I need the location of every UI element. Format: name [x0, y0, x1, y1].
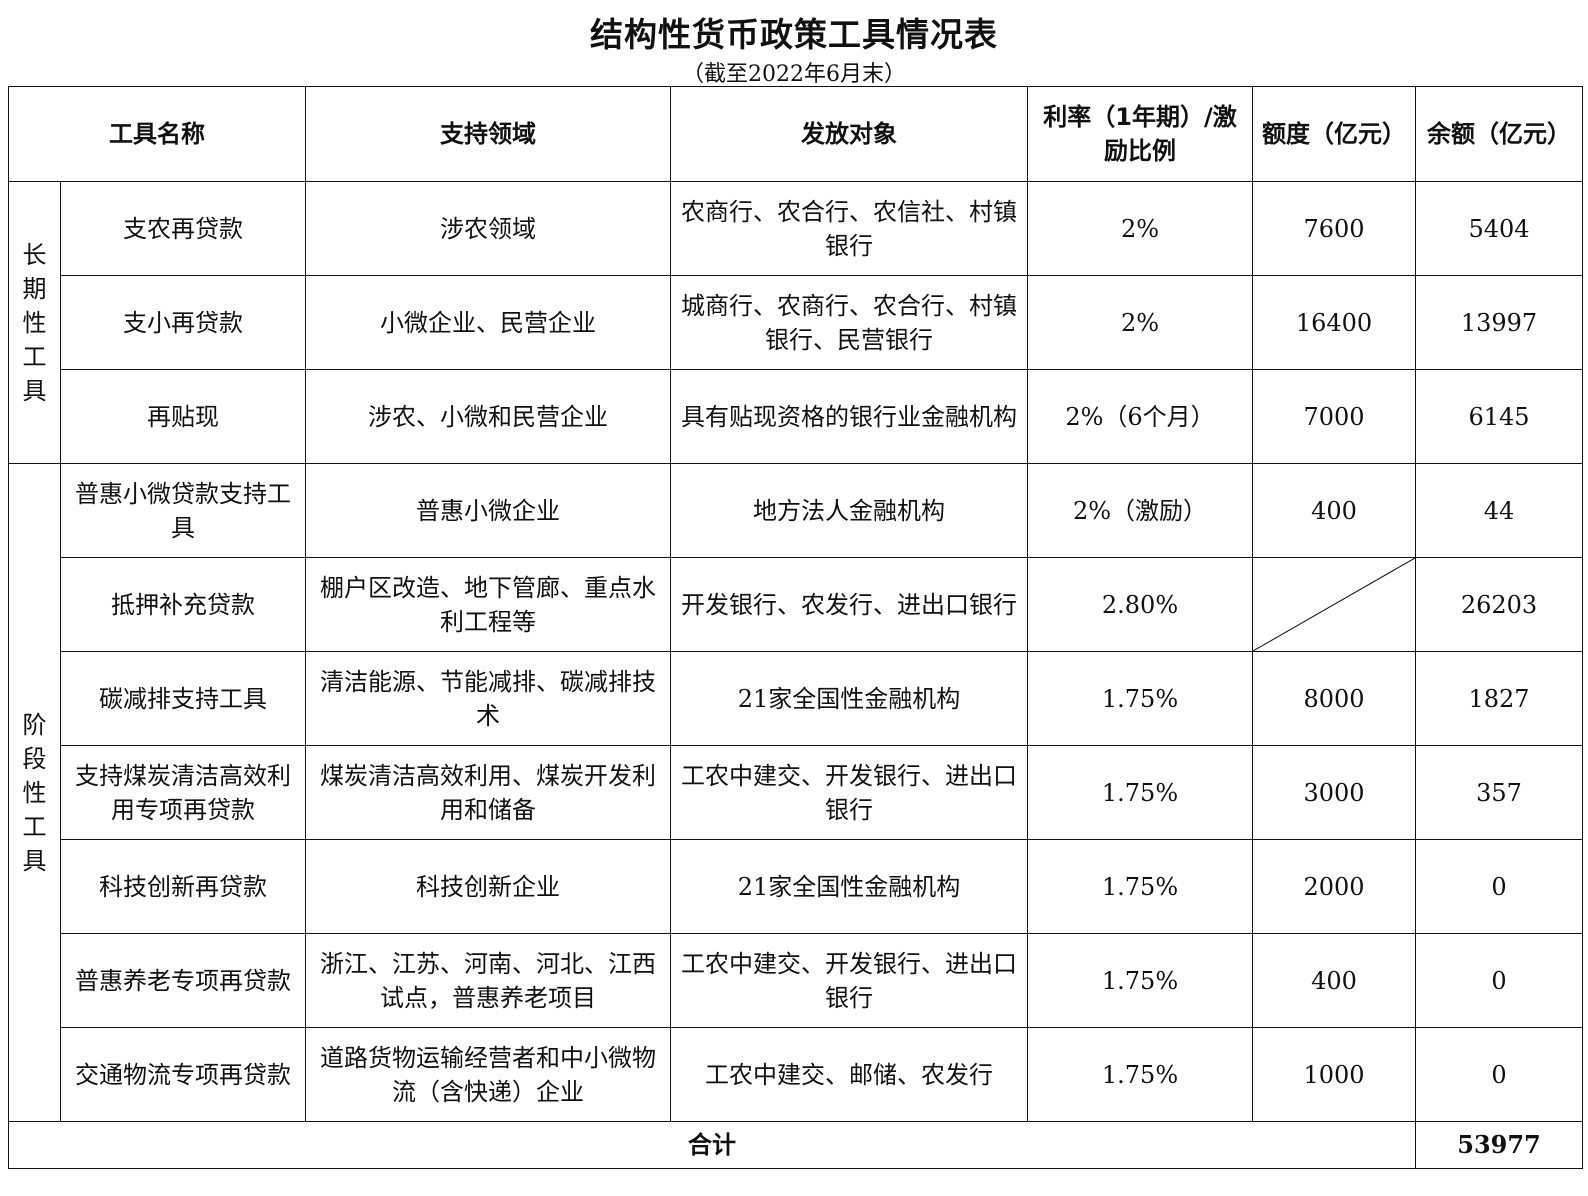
cell-balance: 6145 [1415, 369, 1583, 464]
cell-balance: 0 [1415, 839, 1583, 934]
cell-balance: 26203 [1415, 557, 1583, 652]
cell-rate: 2.80% [1027, 557, 1253, 652]
cell-balance: 0 [1415, 933, 1583, 1028]
cell-target: 21家全国性金融机构 [670, 651, 1028, 746]
diagonal-line [1253, 558, 1415, 651]
cell-rate: 2% [1027, 275, 1253, 370]
cell-quota: 16400 [1252, 275, 1416, 370]
cell-area: 棚户区改造、地下管廊、重点水利工程等 [305, 557, 671, 652]
page-subtitle: （截至2022年6月末） [682, 62, 906, 87]
cell-quota [1252, 557, 1416, 652]
header-area: 支持领域 [305, 86, 671, 182]
cell-name: 支持煤炭清洁高效利用专项再贷款 [60, 745, 306, 840]
cell-name: 普惠小微贷款支持工具 [60, 463, 306, 558]
cell-area: 道路货物运输经营者和中小微物流（含快递）企业 [305, 1027, 671, 1122]
cell-quota: 400 [1252, 463, 1416, 558]
cell-quota: 400 [1252, 933, 1416, 1028]
cell-name: 再贴现 [60, 369, 306, 464]
table-row: 再贴现 涉农、小微和民营企业 具有贴现资格的银行业金融机构 2%（6个月） 7000 61… [9, 369, 1583, 464]
cell-rate: 1.75% [1027, 1027, 1253, 1122]
cell-target: 开发银行、农发行、进出口银行 [670, 557, 1028, 652]
cell-name: 抵押补充贷款 [60, 557, 306, 652]
cell-area: 小微企业、民营企业 [305, 275, 671, 370]
cell-area: 涉农领域 [305, 181, 671, 276]
cell-rate: 1.75% [1027, 839, 1253, 934]
group-label-text: 阶段性工具 [22, 710, 47, 875]
cell-quota: 7600 [1252, 181, 1416, 276]
cell-name: 碳减排支持工具 [60, 651, 306, 746]
table-row: 碳减排支持工具 清洁能源、节能减排、碳减排技术 21家全国性金融机构 1.75% 800… [9, 651, 1583, 746]
cell-balance: 5404 [1415, 181, 1583, 276]
cell-target: 具有贴现资格的银行业金融机构 [670, 369, 1028, 464]
header-balance: 余额（亿元） [1415, 86, 1583, 182]
table-row: 长期性工具 支农再贷款 涉农领域 农商行、农合行、农信社、村镇银行 2% 7600 5404 [8, 181, 1583, 464]
cell-balance: 44 [1415, 463, 1583, 558]
cell-target: 城商行、农商行、农合行、村镇银行、民营银行 [670, 275, 1028, 370]
cell-rate: 1.75% [1027, 933, 1253, 1028]
cell-area: 浙江、江苏、河南、河北、江西试点，普惠养老项目 [305, 933, 671, 1028]
policy-tools-table: 工具名称 支持领域 发放对象 利率（1年期）/激励比例 额度（亿元） 余额（亿元… [8, 86, 1583, 1169]
cell-rate: 1.75% [1027, 651, 1253, 746]
cell-rate: 1.75% [1027, 745, 1253, 840]
cell-balance: 0 [1415, 1027, 1583, 1122]
cell-quota: 3000 [1252, 745, 1416, 840]
header-row: 工具名称 支持领域 发放对象 利率（1年期）/激励比例 额度（亿元） 余额（亿元… [8, 86, 1583, 182]
cell-balance: 1827 [1415, 651, 1583, 746]
cell-name: 支农再贷款 [60, 181, 306, 276]
group-label: 阶段性工具 [8, 463, 61, 1122]
cell-quota: 7000 [1252, 369, 1416, 464]
cell-target: 工农中建交、开发银行、进出口银行 [670, 933, 1028, 1028]
group-label: 长期性工具 [8, 181, 61, 464]
header-quota: 额度（亿元） [1252, 86, 1416, 182]
cell-name: 普惠养老专项再贷款 [60, 933, 306, 1028]
cell-name: 支小再贷款 [60, 275, 306, 370]
table-row: 交通物流专项再贷款 道路货物运输经营者和中小微物流（含快递）企业 工农中建交、邮储、… [9, 1027, 1583, 1122]
cell-quota: 1000 [1252, 1027, 1416, 1122]
cell-target: 地方法人金融机构 [670, 463, 1028, 558]
cell-rate: 2%（6个月） [1027, 369, 1253, 464]
cell-area: 煤炭清洁高效利用、煤炭开发利用和储备 [305, 745, 671, 840]
total-row: 合计 53977 [8, 1121, 1583, 1169]
table-row: 科技创新再贷款 科技创新企业 21家全国性金融机构 1.75% 2000 0 [9, 839, 1583, 934]
cell-target: 工农中建交、邮储、农发行 [670, 1027, 1028, 1122]
header-name: 工具名称 [8, 86, 306, 182]
table-row: 支持煤炭清洁高效利用专项再贷款 煤炭清洁高效利用、煤炭开发利用和储备 工农中建交、开… [9, 745, 1583, 840]
table-row: 普惠养老专项再贷款 浙江、江苏、河南、河北、江西试点，普惠养老项目 工农中建交、开发… [9, 933, 1583, 1028]
cell-target: 工农中建交、开发银行、进出口银行 [670, 745, 1028, 840]
table-row: 支小再贷款 小微企业、民营企业 城商行、农商行、农合行、村镇银行、民营银行 2% 164… [9, 275, 1583, 370]
cell-area: 涉农、小微和民营企业 [305, 369, 671, 464]
cell-area: 清洁能源、节能减排、碳减排技术 [305, 651, 671, 746]
group-label-text: 长期性工具 [22, 240, 47, 405]
cell-rate: 2%（激励） [1027, 463, 1253, 558]
cell-rate: 2% [1027, 181, 1253, 276]
header-target: 发放对象 [670, 86, 1028, 182]
cell-name: 科技创新再贷款 [60, 839, 306, 934]
cell-quota: 8000 [1252, 651, 1416, 746]
cell-target: 21家全国性金融机构 [670, 839, 1028, 934]
table-row: 抵押补充贷款 棚户区改造、地下管廊、重点水利工程等 开发银行、农发行、进出口银行 2.… [9, 557, 1583, 652]
cell-target: 农商行、农合行、农信社、村镇银行 [670, 181, 1028, 276]
cell-area: 普惠小微企业 [305, 463, 671, 558]
cell-quota: 2000 [1252, 839, 1416, 934]
cell-balance: 357 [1415, 745, 1583, 840]
total-value: 53977 [1415, 1121, 1583, 1169]
cell-balance: 13997 [1415, 275, 1583, 370]
table-row: 阶段性工具 普惠小微贷款支持工具 普惠小微企业 地方法人金融机构 2%（激励） 400 44 [8, 463, 1583, 1122]
cell-area: 科技创新企业 [305, 839, 671, 934]
total-label: 合计 [8, 1121, 1416, 1169]
page-title: 结构性货币政策工具情况表 [590, 15, 998, 54]
cell-name: 交通物流专项再贷款 [60, 1027, 306, 1122]
header-rate: 利率（1年期）/激励比例 [1027, 86, 1253, 182]
